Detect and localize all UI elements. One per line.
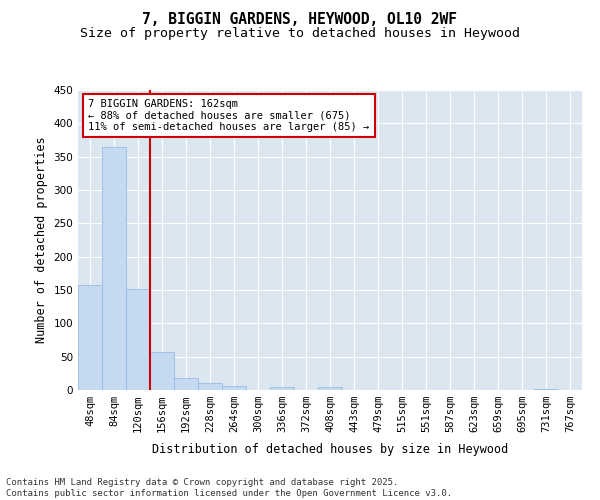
Bar — [534, 388, 558, 390]
Y-axis label: Number of detached properties: Number of detached properties — [35, 136, 48, 344]
Bar — [78, 286, 102, 390]
Text: 7 BIGGIN GARDENS: 162sqm
← 88% of detached houses are smaller (675)
11% of semi-: 7 BIGGIN GARDENS: 162sqm ← 88% of detach… — [88, 99, 370, 132]
Bar — [270, 386, 294, 390]
Bar — [150, 352, 174, 390]
Bar — [126, 288, 150, 390]
Bar — [102, 146, 126, 390]
Text: 7, BIGGIN GARDENS, HEYWOOD, OL10 2WF: 7, BIGGIN GARDENS, HEYWOOD, OL10 2WF — [143, 12, 458, 28]
Text: Size of property relative to detached houses in Heywood: Size of property relative to detached ho… — [80, 28, 520, 40]
Bar — [318, 386, 342, 390]
Text: Contains HM Land Registry data © Crown copyright and database right 2025.
Contai: Contains HM Land Registry data © Crown c… — [6, 478, 452, 498]
Bar — [222, 386, 246, 390]
Bar — [174, 378, 198, 390]
Bar — [198, 382, 222, 390]
Text: Distribution of detached houses by size in Heywood: Distribution of detached houses by size … — [152, 442, 508, 456]
